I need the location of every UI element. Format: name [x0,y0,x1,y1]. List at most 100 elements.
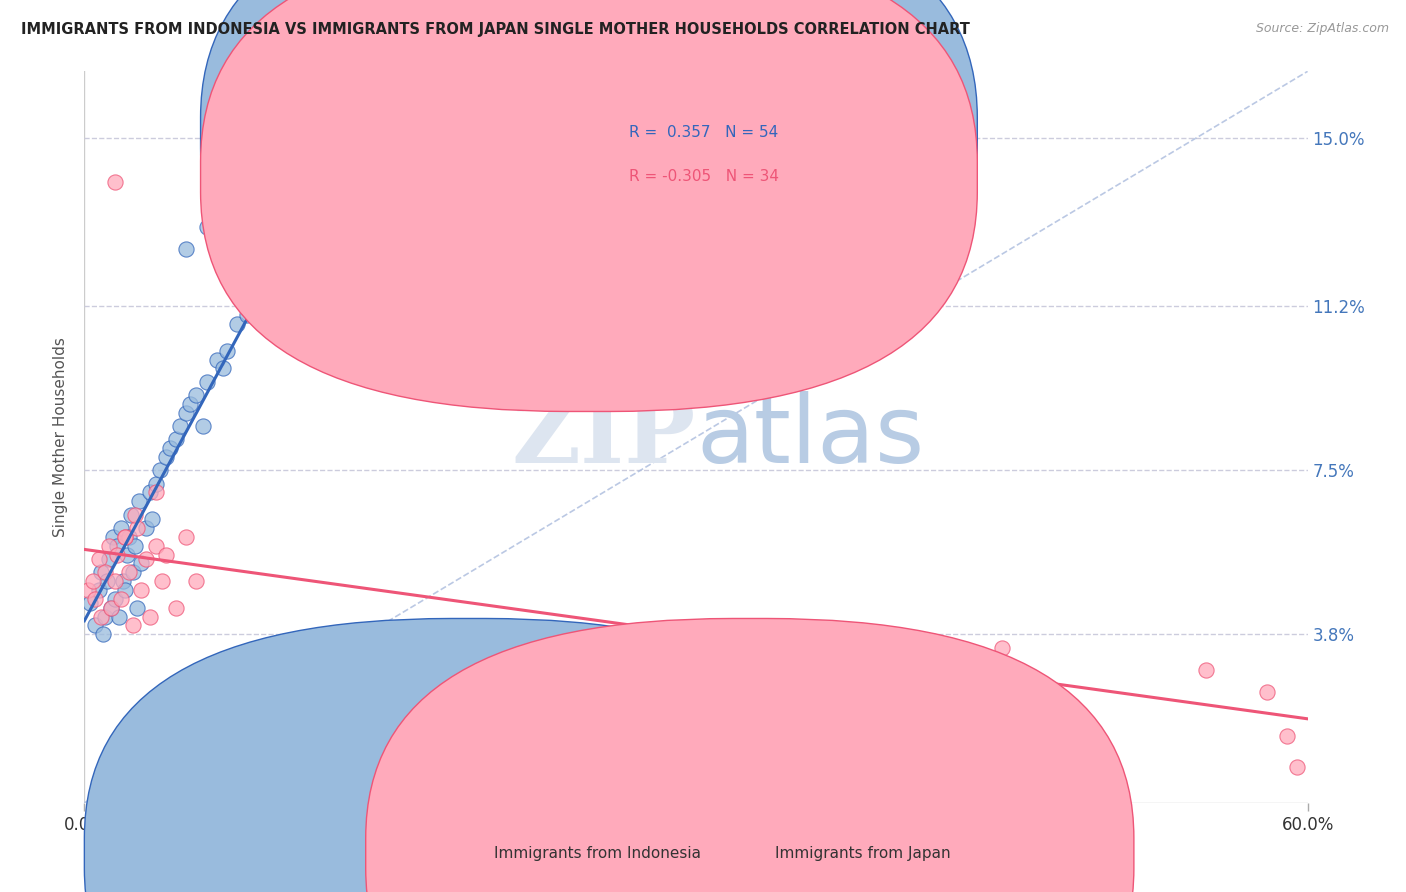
Point [174,530,197,544]
FancyBboxPatch shape [201,0,977,368]
Point [257,317,280,331]
Point [141,512,163,526]
Point [110,591,132,606]
Point [90,566,112,580]
Point [149,463,172,477]
Point [205,352,228,367]
Point [583,627,606,641]
Point [124,508,146,522]
Point [217,175,239,189]
Point [112,574,135,589]
Point [165,432,187,446]
Point [277,299,299,313]
Point [83,591,105,606]
Point [155,548,177,562]
Point [90,609,112,624]
Text: ZIP: ZIP [512,392,696,482]
Point [82,574,104,589]
Text: R =  0.357   N = 54: R = 0.357 N = 54 [628,125,778,140]
Point [165,600,187,615]
Point [191,419,214,434]
Y-axis label: Single Mother Households: Single Mother Households [53,337,69,537]
Point [1256,685,1278,699]
Point [145,539,167,553]
Point [1195,663,1218,677]
Point [96,574,118,589]
Point [127,600,149,615]
Point [101,530,124,544]
Point [128,494,150,508]
Point [115,548,138,562]
Point [155,450,177,464]
Point [110,521,132,535]
Point [195,219,218,234]
Point [226,317,249,331]
Point [79,596,101,610]
Point [122,618,145,632]
Point [104,591,127,606]
Point [97,539,120,553]
FancyBboxPatch shape [537,101,831,211]
Point [236,197,259,211]
Point [169,419,191,434]
Point [77,582,100,597]
Point [138,485,160,500]
Point [100,600,122,615]
Point [93,609,115,624]
Point [120,508,142,522]
Point [93,566,115,580]
Point [97,552,120,566]
Point [174,406,197,420]
Point [83,618,105,632]
Text: Immigrants from Indonesia: Immigrants from Indonesia [494,846,702,861]
Point [124,539,146,553]
Point [186,574,208,589]
Point [179,397,201,411]
Point [145,485,167,500]
Point [159,441,181,455]
Point [131,557,153,571]
Point [145,476,167,491]
Point [246,299,269,313]
Point [150,574,173,589]
Text: R = -0.305   N = 34: R = -0.305 N = 34 [628,169,779,184]
Point [105,548,128,562]
Point [87,582,110,597]
Point [138,609,160,624]
Point [104,175,127,189]
Point [114,582,136,597]
Point [104,574,127,589]
Point [105,539,128,553]
Text: Source: ZipAtlas.com: Source: ZipAtlas.com [1256,22,1389,36]
Point [114,530,136,544]
Point [100,600,122,615]
Point [287,273,309,287]
FancyBboxPatch shape [84,618,852,892]
Text: atlas: atlas [696,391,924,483]
Point [195,375,218,389]
Point [135,521,157,535]
Point [991,640,1014,655]
FancyBboxPatch shape [201,0,977,411]
Point [135,552,157,566]
Point [308,285,330,300]
Point [174,242,197,256]
FancyBboxPatch shape [366,618,1133,892]
Point [91,627,114,641]
Point [114,530,136,544]
Point [131,582,153,597]
Point [118,566,141,580]
Point [87,552,110,566]
Point [1277,729,1299,743]
Point [127,521,149,535]
Point [267,285,290,300]
Point [122,566,145,580]
Point [1286,760,1309,774]
Point [217,343,239,358]
Point [298,264,321,278]
Point [108,609,131,624]
Text: IMMIGRANTS FROM INDONESIA VS IMMIGRANTS FROM JAPAN SINGLE MOTHER HOUSEHOLDS CORR: IMMIGRANTS FROM INDONESIA VS IMMIGRANTS … [21,22,970,37]
Point [186,388,208,402]
Point [118,530,141,544]
Point [236,308,259,322]
